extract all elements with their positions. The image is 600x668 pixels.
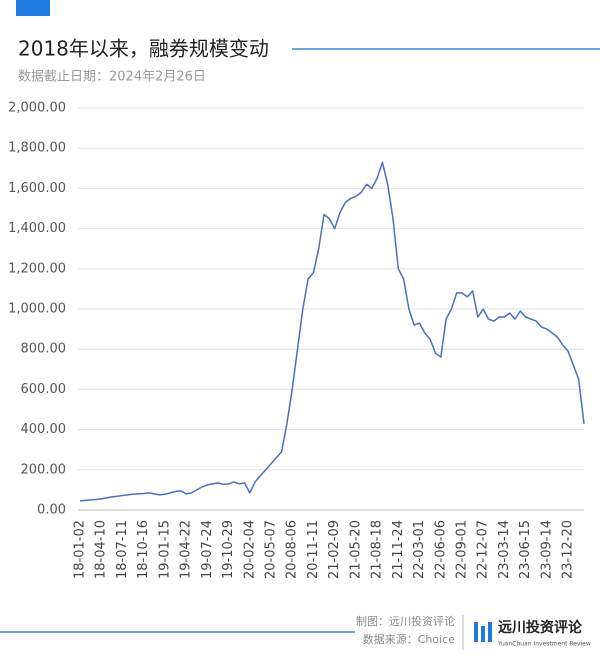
x-tick-label: 18-07-11 [115, 520, 130, 579]
y-tick-label: 400.00 [21, 422, 67, 437]
x-tick-label: 19-07-24 [200, 520, 215, 579]
x-tick-label: 18-01-02 [73, 520, 88, 579]
logo [474, 622, 478, 642]
x-tick-label: 19-01-15 [157, 520, 172, 579]
x-tick-label: 21-02-09 [327, 520, 342, 579]
source: 数据来源：Choice [363, 632, 455, 646]
x-tick-label: 19-10-29 [221, 520, 236, 579]
y-tick-label: 1,400.00 [8, 221, 66, 236]
x-tick-label: 20-02-04 [242, 520, 257, 579]
y-tick-label: 1,800.00 [8, 141, 66, 156]
y-tick-label: 2,000.00 [8, 101, 66, 116]
x-tick-label: 23-12-20 [561, 520, 576, 579]
x-tick-label: 20-11-11 [306, 520, 321, 579]
x-tick-label: 18-10-16 [136, 520, 151, 579]
x-tick-label: 23-09-14 [539, 520, 554, 579]
x-tick-label: 21-11-24 [391, 520, 406, 579]
credit: 制图：远川投资评论 [356, 614, 455, 628]
x-tick-label: 18-04-10 [94, 520, 109, 579]
brand-en: YuanChuan Investment Review [497, 641, 591, 648]
y-tick-label: 800.00 [21, 342, 67, 357]
x-tick-label: 20-08-06 [285, 520, 300, 579]
logo [481, 626, 485, 642]
x-tick-label: 22-12-07 [476, 520, 491, 579]
chart-title: 2018年以来，融券规模变动 [18, 37, 269, 61]
y-tick-label: 1,600.00 [8, 181, 66, 196]
x-tick-label: 21-08-18 [370, 520, 385, 579]
y-tick-label: 600.00 [21, 382, 67, 397]
logo [488, 622, 492, 642]
x-tick-label: 22-03-01 [412, 520, 427, 579]
x-tick-label: 21-05-20 [348, 520, 363, 579]
chart-subtitle: 数据截止日期：2024年2月26日 [18, 70, 206, 85]
line [79, 161, 585, 502]
y-tick-label: 1,200.00 [8, 261, 66, 276]
y-tick-label: 200.00 [21, 462, 67, 477]
x-tick-label: 23-03-14 [497, 520, 512, 579]
badge [16, 0, 50, 16]
y-tick-label: 1,000.00 [8, 302, 66, 317]
x-tick-label: 19-04-22 [179, 520, 194, 579]
x-tick-label: 20-05-07 [263, 520, 278, 579]
x-tick-label: 22-06-06 [433, 520, 448, 579]
x-tick-label: 22-09-01 [454, 520, 469, 579]
brand: 远川投资评论 [498, 619, 583, 636]
y-tick-label: 0.00 [37, 503, 66, 518]
x-tick-label: 23-06-15 [518, 520, 533, 579]
